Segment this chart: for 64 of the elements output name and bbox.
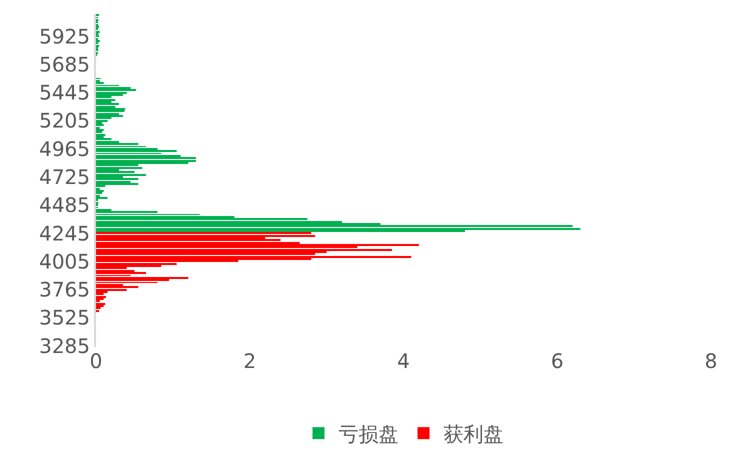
bar bbox=[96, 310, 100, 312]
x-tick-label: 8 bbox=[704, 349, 718, 373]
legend-label: 亏损盘 bbox=[338, 422, 398, 446]
bar bbox=[96, 80, 100, 82]
y-tick-label: 4005 bbox=[39, 249, 90, 274]
y-tick-label: 5445 bbox=[39, 80, 90, 105]
bar bbox=[96, 178, 138, 180]
bar bbox=[96, 272, 146, 274]
y-tick-label: 4245 bbox=[39, 221, 90, 246]
bar bbox=[96, 305, 104, 307]
x-tick-label: 6 bbox=[550, 349, 564, 373]
y-tick-label: 5685 bbox=[39, 52, 90, 76]
bar bbox=[96, 235, 316, 237]
legend-label: 获利盘 bbox=[444, 422, 504, 446]
bar bbox=[96, 157, 196, 159]
y-tick-label: 3765 bbox=[39, 278, 90, 302]
bar bbox=[96, 296, 106, 298]
bar bbox=[96, 197, 108, 199]
y-tick-label: 3525 bbox=[39, 306, 90, 330]
bar bbox=[96, 99, 116, 101]
y-tick-label: 5925 bbox=[39, 24, 90, 48]
bar bbox=[96, 167, 142, 169]
y-tick-label: 3285 bbox=[39, 334, 90, 358]
bar bbox=[96, 183, 138, 185]
bar bbox=[96, 120, 108, 122]
bar bbox=[96, 40, 100, 42]
bar bbox=[96, 115, 123, 117]
bar bbox=[96, 14, 100, 16]
y-tick-label: 5205 bbox=[39, 108, 90, 133]
bar bbox=[96, 174, 146, 176]
x-tick-label: 4 bbox=[397, 349, 410, 373]
bar bbox=[96, 108, 126, 110]
bar bbox=[96, 256, 412, 258]
bar bbox=[96, 89, 136, 91]
y-tick-label: 4965 bbox=[39, 136, 90, 161]
bar bbox=[96, 35, 100, 37]
bar bbox=[96, 228, 580, 230]
bar bbox=[96, 303, 106, 305]
bar bbox=[96, 131, 102, 133]
bar bbox=[96, 129, 104, 131]
y-tick-label: 4725 bbox=[39, 164, 90, 189]
bar bbox=[96, 192, 102, 194]
bar bbox=[96, 277, 188, 279]
bar bbox=[96, 298, 104, 300]
bar bbox=[96, 190, 104, 192]
x-tick-label: 2 bbox=[243, 349, 256, 373]
bar bbox=[96, 110, 124, 112]
bar bbox=[96, 232, 312, 234]
bar bbox=[96, 127, 100, 129]
bar bbox=[96, 286, 138, 288]
bar bbox=[96, 94, 123, 96]
bar bbox=[96, 124, 104, 126]
bar bbox=[96, 307, 101, 309]
bar bbox=[96, 45, 100, 47]
x-tick-label: 0 bbox=[90, 349, 102, 373]
bar bbox=[96, 293, 104, 295]
bar bbox=[96, 150, 177, 152]
bar bbox=[96, 244, 419, 246]
bar bbox=[96, 160, 196, 162]
bar bbox=[96, 31, 100, 33]
bar bbox=[96, 103, 120, 105]
bar bbox=[96, 249, 392, 251]
y-tick-label: 4485 bbox=[39, 193, 90, 218]
bar bbox=[96, 134, 106, 136]
